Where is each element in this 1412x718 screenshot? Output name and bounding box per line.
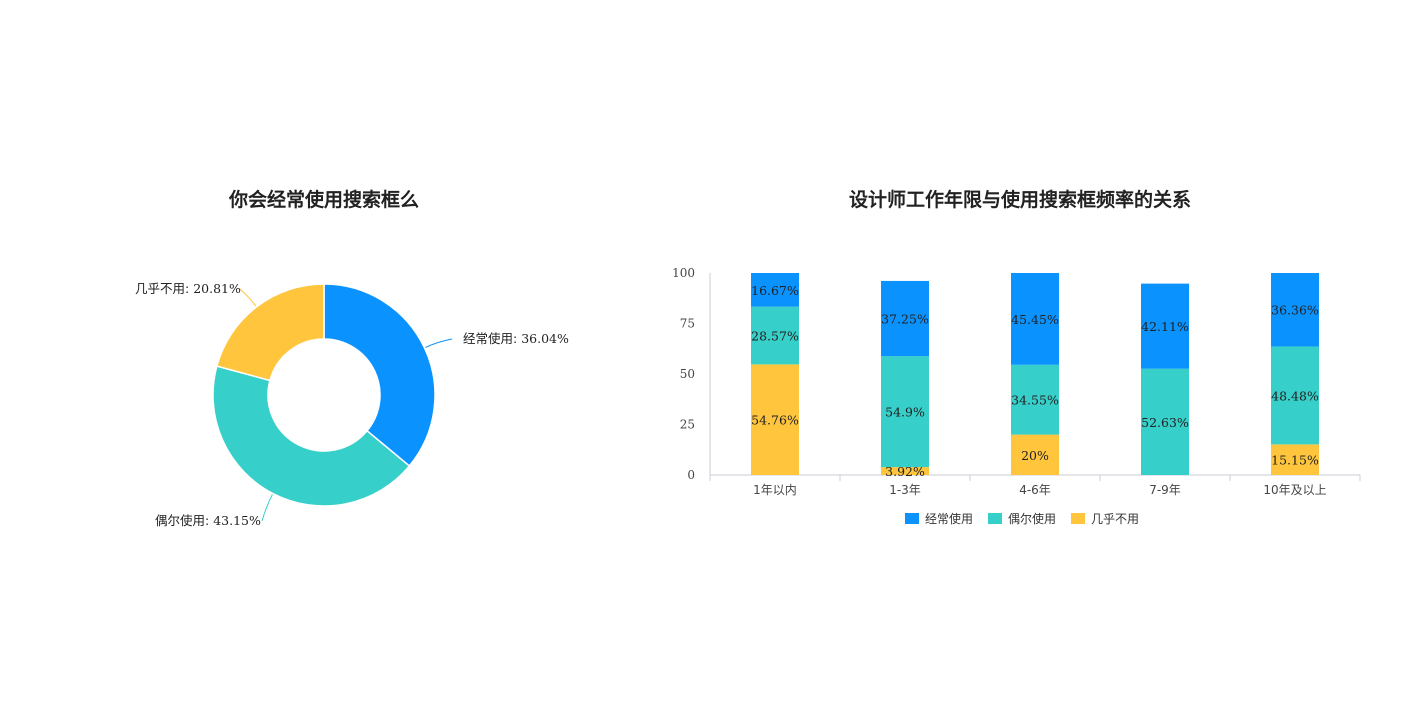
bar-legend[interactable]: 经常使用 偶尔使用 几乎不用 xyxy=(905,511,1139,526)
bar-data-label: 28.57% xyxy=(751,329,799,344)
pie-title: 你会经常使用搜索框么 xyxy=(228,188,419,211)
legend-label: 几乎不用 xyxy=(1091,512,1139,526)
bar-bars: 54.76% 28.57% 16.67% 3.92% 54.9% 37.25% 20% 34.… xyxy=(751,273,1319,479)
bar-axes: 0 25 50 75 100 1年以内 1-3年 4-6年 7-9年 10年及以上 xyxy=(672,266,1361,497)
bar-segment[interactable] xyxy=(1011,364,1059,435)
bar-segment[interactable] xyxy=(751,306,799,365)
bar-segment[interactable] xyxy=(1141,283,1189,369)
pie-slice-label: 几乎不用: 20.81% xyxy=(135,281,241,296)
bar-segment[interactable] xyxy=(1271,444,1319,475)
bar-data-label: 52.63% xyxy=(1141,415,1189,430)
bar-data-label: 54.9% xyxy=(885,405,925,420)
pie-slice-label: 经常使用: 36.04% xyxy=(463,331,569,346)
bar-data-label: 36.36% xyxy=(1271,303,1319,318)
pie-slice-label: 偶尔使用: 43.15% xyxy=(155,513,261,528)
bar-data-label: 20% xyxy=(1021,448,1049,463)
bar-data-label: 3.92% xyxy=(885,464,925,479)
y-tick-label: 0 xyxy=(687,468,695,482)
y-tick-label: 50 xyxy=(680,367,695,381)
pie-slice[interactable] xyxy=(215,283,325,382)
bar-segment[interactable] xyxy=(1011,273,1059,365)
bar-data-label: 48.48% xyxy=(1271,388,1319,403)
legend-label: 偶尔使用 xyxy=(1008,511,1056,526)
legend-swatch xyxy=(905,513,919,524)
pie-leader-line xyxy=(261,494,273,522)
x-tick-label: 7-9年 xyxy=(1149,483,1181,497)
legend-item[interactable]: 经常使用 xyxy=(905,511,973,526)
bar-segment[interactable] xyxy=(881,467,929,475)
bar-title: 设计师工作年限与使用搜索框频率的关系 xyxy=(849,188,1191,211)
bar-segment[interactable] xyxy=(751,364,799,475)
bar-data-label: 37.25% xyxy=(881,312,929,327)
pie-labels: 经常使用: 36.04% 偶尔使用: 43.15% 几乎不用: 20.81% xyxy=(135,281,569,528)
y-tick-label: 75 xyxy=(680,317,695,331)
bar-data-label: 16.67% xyxy=(751,283,799,298)
bar-data-label: 45.45% xyxy=(1011,312,1059,327)
pie-slices xyxy=(212,283,436,507)
stacked-bar-chart: 设计师工作年限与使用搜索框频率的关系 0 25 50 75 100 1年以内 1-3年 4-6… xyxy=(672,188,1361,526)
legend-item[interactable]: 偶尔使用 xyxy=(988,511,1056,526)
bar-segment[interactable] xyxy=(881,280,929,357)
x-tick-label: 4-6年 xyxy=(1019,483,1051,497)
pie-slice[interactable] xyxy=(323,283,436,468)
y-tick-label: 100 xyxy=(672,266,695,280)
bar-segment[interactable] xyxy=(751,273,799,307)
x-tick-label: 1-3年 xyxy=(889,483,921,497)
bar-data-label: 34.55% xyxy=(1011,393,1059,408)
bar-segment[interactable] xyxy=(1011,434,1059,475)
legend-item[interactable]: 几乎不用 xyxy=(1071,512,1139,526)
legend-swatch xyxy=(1071,513,1085,524)
pie-slice[interactable] xyxy=(212,365,411,507)
legend-swatch xyxy=(988,513,1002,524)
bar-data-label: 54.76% xyxy=(751,413,799,428)
pie-leader-line xyxy=(239,288,257,307)
pie-leader-line xyxy=(425,338,453,348)
bar-segment[interactable] xyxy=(1271,346,1319,445)
x-tick-label: 10年及以上 xyxy=(1263,483,1326,497)
bar-segment[interactable] xyxy=(881,356,929,468)
bar-segment[interactable] xyxy=(1141,368,1189,475)
donut-chart: 你会经常使用搜索框么 经常使用: 36.04% 偶尔使用: 43.15% 几乎不用:… xyxy=(135,188,569,528)
bar-data-label: 42.11% xyxy=(1141,319,1189,334)
legend-label: 经常使用 xyxy=(925,511,973,526)
x-tick-label: 1年以内 xyxy=(753,483,797,497)
bar-segment[interactable] xyxy=(1271,273,1319,347)
bar-data-label: 15.15% xyxy=(1271,453,1319,468)
y-tick-label: 25 xyxy=(680,418,695,432)
